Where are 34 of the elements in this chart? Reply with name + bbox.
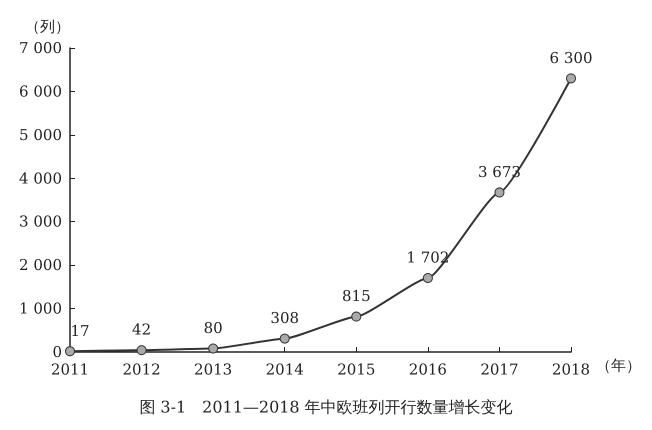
x-tick-label: 2018 — [552, 360, 590, 378]
y-axis-title: （列） — [25, 18, 70, 36]
x-tick-label: 2017 — [480, 360, 519, 378]
x-tick-label: 2016 — [408, 360, 447, 378]
data-label: 815 — [342, 287, 371, 306]
y-tick-label: 1 000 — [19, 300, 62, 318]
y-tick-label: 4 000 — [19, 169, 62, 188]
point — [494, 187, 504, 198]
point — [65, 346, 75, 356]
data-label: 1 702 — [406, 248, 450, 267]
x-tick-label: 2015 — [337, 360, 376, 378]
point — [422, 273, 433, 284]
data-label: 80 — [204, 319, 223, 338]
x-tick-label: 2014 — [266, 360, 304, 378]
y-tick-label: 3 000 — [19, 212, 62, 231]
x-tick-label: 2013 — [194, 360, 232, 378]
data-label: 308 — [270, 309, 300, 328]
data-label: 17 — [70, 322, 90, 340]
y-tick-label: 7 000 — [19, 39, 62, 57]
point — [136, 345, 147, 356]
data-label: 42 — [132, 320, 152, 339]
x-tick-label: 2012 — [122, 360, 161, 378]
text: 图 3-1 2011—2018 年中欧班列开行数量增长变化 — [139, 398, 513, 416]
y-tick-label: 5 000 — [19, 126, 62, 144]
x-axis-title: （年） — [596, 356, 641, 374]
point — [280, 334, 290, 344]
point — [566, 73, 576, 84]
y-tick-label: 6 000 — [19, 82, 62, 100]
y-tick-label: 2 000 — [19, 256, 62, 274]
y-tick-label: 0 — [52, 343, 62, 361]
x-tick-label: 2011 — [50, 360, 90, 378]
data-label: 6 300 — [550, 48, 592, 67]
point — [351, 312, 362, 322]
point — [208, 344, 218, 354]
